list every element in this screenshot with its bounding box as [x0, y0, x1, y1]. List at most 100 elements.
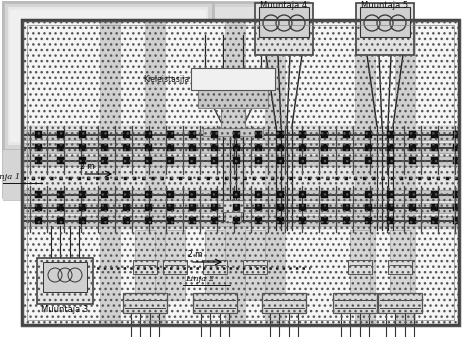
Bar	[277, 144, 284, 151]
Bar	[57, 204, 64, 211]
Bar	[255, 144, 262, 151]
Bar	[348, 260, 372, 274]
Bar	[299, 191, 306, 198]
Bar	[189, 131, 196, 138]
Bar	[299, 217, 306, 224]
Bar	[79, 217, 86, 224]
Text: Kieleistasija: Kieleistasija	[143, 74, 189, 84]
Text: 2 m: 2 m	[188, 250, 203, 259]
Bar	[101, 131, 108, 138]
Bar	[333, 293, 377, 313]
Bar	[189, 157, 196, 164]
Bar	[365, 144, 372, 151]
Bar	[101, 144, 108, 151]
Bar	[343, 217, 350, 224]
Bar	[233, 217, 240, 224]
Bar	[277, 131, 284, 138]
Bar	[409, 157, 416, 164]
Bar	[350, 230, 370, 300]
Bar	[431, 157, 438, 164]
Bar	[321, 131, 328, 138]
Bar	[145, 204, 152, 211]
Bar	[255, 191, 262, 198]
Bar	[365, 131, 372, 138]
Bar	[365, 217, 372, 224]
Bar	[167, 217, 174, 224]
Bar	[3, 2, 308, 197]
Bar	[198, 90, 268, 108]
Bar	[387, 131, 394, 138]
Bar	[365, 204, 372, 211]
Bar	[43, 262, 87, 292]
Bar	[453, 217, 460, 224]
Bar	[343, 131, 350, 138]
Bar	[189, 217, 196, 224]
Bar	[390, 230, 410, 300]
Bar	[100, 22, 120, 325]
Bar	[265, 22, 285, 325]
Bar	[22, 130, 459, 140]
Bar	[189, 191, 196, 198]
Bar	[123, 191, 130, 198]
Bar	[10, 10, 206, 142]
Bar	[145, 144, 152, 151]
Bar	[355, 22, 375, 325]
Bar	[101, 157, 108, 164]
Bar	[3, 2, 213, 150]
Bar	[211, 157, 218, 164]
Bar	[35, 191, 42, 198]
Bar	[145, 217, 152, 224]
Bar	[255, 3, 313, 55]
Bar	[145, 157, 152, 164]
Bar	[388, 260, 412, 274]
Bar	[211, 131, 218, 138]
Text: Muuntaja 5: Muuntaja 5	[362, 1, 408, 10]
Bar	[22, 143, 459, 153]
Bar	[35, 157, 42, 164]
Bar	[262, 293, 306, 313]
Bar	[277, 217, 284, 224]
Bar	[167, 191, 174, 198]
Bar	[35, 144, 42, 151]
Bar	[27, 25, 454, 320]
Bar	[211, 217, 218, 224]
Bar	[3, 150, 213, 200]
Bar	[193, 293, 237, 313]
Bar	[123, 293, 167, 313]
Bar	[277, 204, 284, 211]
Bar	[233, 131, 240, 138]
Bar	[365, 191, 372, 198]
Bar	[321, 204, 328, 211]
Bar	[8, 7, 208, 145]
Bar	[22, 156, 459, 166]
Bar	[387, 217, 394, 224]
Bar	[123, 131, 130, 138]
Bar	[211, 144, 218, 151]
Bar	[299, 157, 306, 164]
Bar	[79, 157, 86, 164]
Bar	[409, 191, 416, 198]
Bar	[3, 150, 103, 200]
Bar	[299, 144, 306, 151]
Bar	[378, 293, 422, 313]
Bar	[123, 204, 130, 211]
Bar	[57, 217, 64, 224]
Bar	[277, 157, 284, 164]
Bar	[167, 204, 174, 211]
Bar	[387, 157, 394, 164]
Bar	[35, 131, 42, 138]
Bar	[205, 230, 225, 300]
Bar	[431, 191, 438, 198]
Bar	[233, 204, 240, 211]
Bar	[431, 144, 438, 151]
Bar	[343, 204, 350, 211]
Bar	[431, 217, 438, 224]
Bar	[321, 191, 328, 198]
Bar	[225, 22, 245, 325]
Bar	[35, 217, 42, 224]
Bar	[203, 128, 263, 136]
Bar	[221, 108, 245, 130]
Bar	[409, 144, 416, 151]
Bar	[145, 191, 152, 198]
Text: Muuntaja 4: Muuntaja 4	[260, 1, 308, 10]
